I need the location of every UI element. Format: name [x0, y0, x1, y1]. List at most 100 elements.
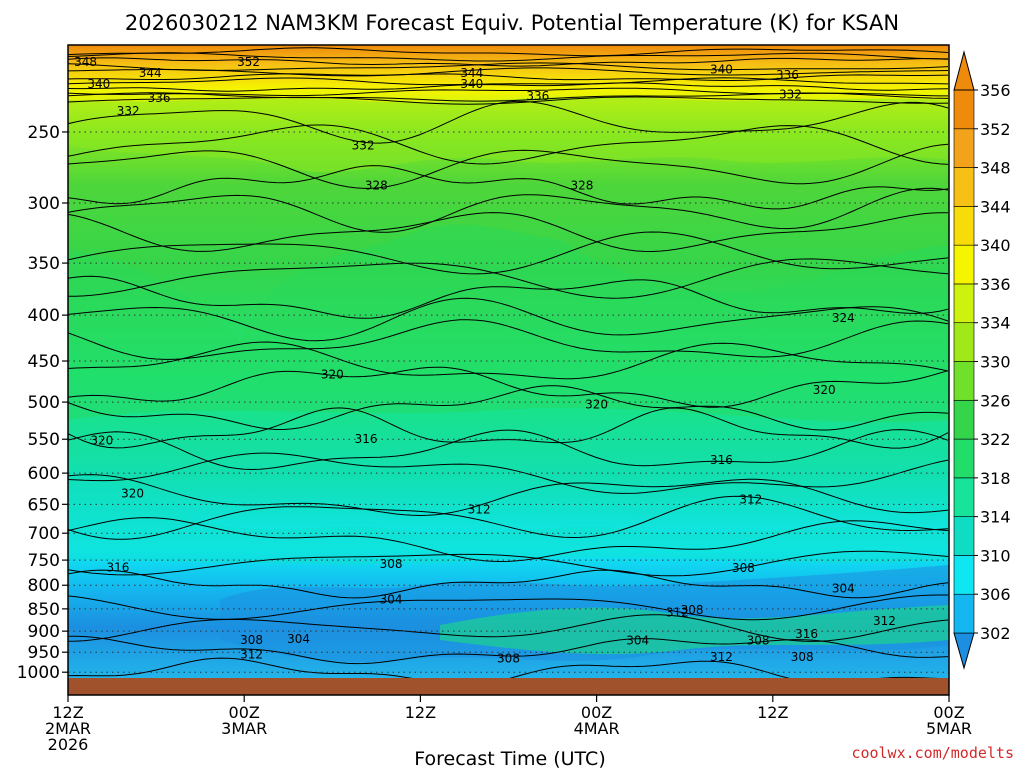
y-tick-label: 350	[28, 254, 60, 274]
contour-label-text: 340	[710, 63, 733, 77]
colorbar-tick-label: 334	[980, 314, 1011, 333]
contour-label-text: 336	[776, 68, 799, 82]
contour-label-text: 328	[570, 179, 593, 193]
chart-title: 2026030212 NAM3KM Forecast Equiv. Potent…	[125, 11, 899, 35]
contour-line	[68, 385, 949, 431]
contour-label-text: 348	[74, 55, 97, 69]
plot-border	[67, 44, 950, 696]
contour-line	[68, 550, 949, 577]
colorbar-tick-label: 314	[980, 508, 1011, 527]
contour-label: 328	[365, 179, 388, 193]
contour-label: 328	[570, 179, 593, 193]
colorbar-tick-label: 356	[980, 81, 1011, 100]
ground-surface	[68, 678, 949, 695]
contour-label-text: 332	[117, 104, 140, 118]
contour-line	[68, 73, 949, 81]
contour-label: 312	[468, 503, 491, 517]
y-tick-label: 850	[28, 600, 60, 620]
colorbar-tick-label: 340	[980, 236, 1011, 255]
colorbar-swatch	[953, 555, 975, 595]
colorbar-tick-label: 352	[980, 120, 1011, 139]
contour-label-text: 308	[791, 650, 814, 664]
contour-label-text: 316	[106, 560, 129, 574]
contour-label: 336	[526, 89, 549, 103]
contour-line	[68, 82, 949, 92]
contour-label: 308	[732, 561, 755, 575]
contour-label: 312	[710, 650, 733, 664]
contour-label: 320	[90, 434, 113, 448]
colorbar-swatch	[953, 89, 975, 130]
contour-line	[68, 77, 949, 86]
contour-label: 340	[710, 63, 733, 77]
colorbar-tick-label: 330	[980, 353, 1011, 372]
colorbar-tick-label: 310	[980, 546, 1011, 565]
colorbar-tick-label: 326	[980, 391, 1011, 410]
colorbar-swatch	[953, 322, 975, 362]
contour-label-text: 312	[710, 650, 733, 664]
contour-label: 316	[795, 627, 818, 641]
field-features	[68, 47, 949, 678]
gridlines	[68, 131, 949, 673]
contour-line	[68, 569, 949, 599]
contour-label: 312	[873, 614, 896, 628]
x-tick-label: 3MAR	[221, 719, 267, 738]
contour-line	[68, 67, 949, 77]
contour-label: 336	[776, 68, 799, 82]
y-tick-label: 650	[28, 495, 60, 515]
y-tick-label: 700	[28, 524, 60, 544]
x-tick-label: 12Z	[757, 703, 788, 722]
contour-label-text: 344	[139, 66, 162, 80]
y-axis: 2503003504004505005506006507007508008509…	[17, 123, 68, 683]
contour-label-text: 312	[739, 492, 762, 506]
contour-label-text: 308	[497, 651, 520, 665]
contour-line	[68, 341, 949, 380]
y-tick-label: 500	[28, 393, 60, 413]
y-tick-label: 450	[28, 352, 60, 372]
y-tick-label: 550	[28, 430, 60, 450]
contour-line	[68, 275, 949, 319]
contour-label: 308	[791, 650, 814, 664]
contour-label: 320	[585, 397, 608, 411]
contour-label-text: 308	[732, 561, 755, 575]
colorbar-tick-label: 344	[980, 197, 1011, 216]
colorbar-swatch	[953, 477, 975, 517]
green-region-mid	[68, 224, 949, 423]
y-tick-label: 750	[28, 551, 60, 571]
contour-label-text: 316	[795, 627, 818, 641]
y-tick-label: 950	[28, 643, 60, 663]
colorbar: 302 306 310 314 318 322 326 330 334 336 340 344 348 3…	[953, 50, 1011, 670]
contour-label-text: 340	[87, 77, 110, 91]
colorbar-tick-label: 306	[980, 585, 1011, 604]
contour-line	[68, 57, 949, 67]
contour-label: 324	[832, 311, 855, 325]
contour-label: 312	[240, 647, 263, 661]
colorbar-swatch	[953, 167, 975, 207]
colorbar-swatch	[953, 438, 975, 479]
colorbar-ticks: 302 306 310 314 318 322 326 330 334 336 340 344 348 3…	[974, 81, 1011, 643]
contour-label-text: 336	[148, 91, 171, 105]
x-tick-label: 00Z	[229, 703, 260, 722]
colorbar-bottom-arrow	[953, 632, 975, 670]
contour-label-text: 308	[380, 557, 403, 571]
contour-label: 308	[240, 633, 263, 647]
colorbar-tick-label: 322	[980, 430, 1011, 449]
contour-line	[68, 495, 949, 540]
contour-label: 308	[497, 651, 520, 665]
contour-label: 304	[626, 634, 649, 648]
contour-line	[68, 52, 949, 62]
colorbar-top-arrow	[953, 50, 975, 91]
contour-line	[68, 657, 941, 678]
green-band-upper	[68, 96, 949, 173]
contour-label-text: 304	[287, 632, 310, 646]
x-tick-label: 12Z	[52, 703, 83, 722]
contour-label: 320	[813, 383, 836, 397]
contour-label-text: 320	[121, 486, 144, 500]
contour-label-text: 304	[832, 582, 855, 596]
colorbar-swatch	[953, 516, 975, 556]
contour-label: 304	[287, 632, 310, 646]
y-tick-label: 300	[28, 194, 60, 214]
contour-label-text: 308	[747, 634, 770, 648]
contour-label-text: 316	[710, 453, 733, 467]
contour-label-text: 304	[626, 634, 649, 648]
